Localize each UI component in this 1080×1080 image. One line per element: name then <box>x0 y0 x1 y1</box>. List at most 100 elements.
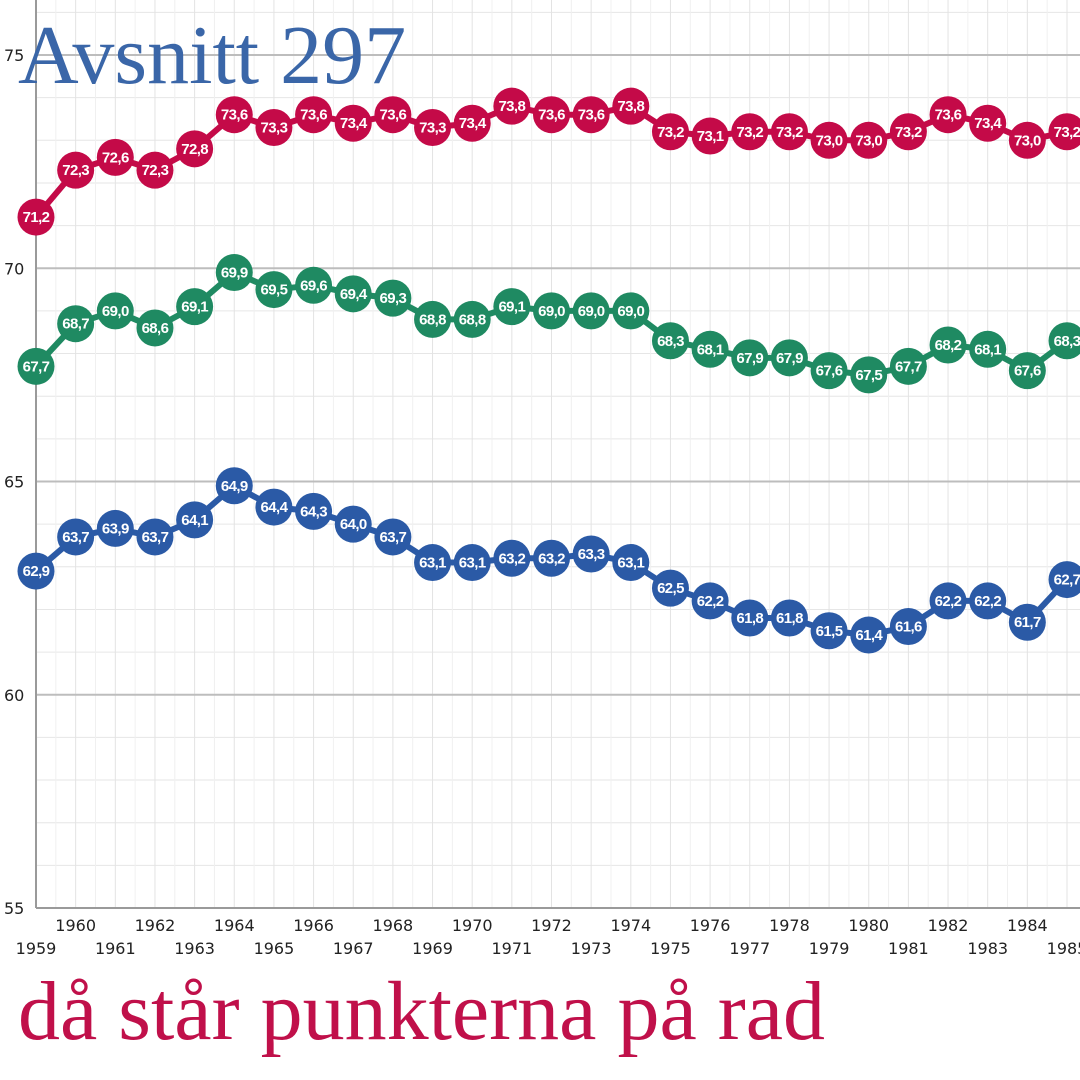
axes <box>35 0 1080 909</box>
data-point <box>770 339 808 377</box>
x-tick-label: 1959 <box>16 939 57 958</box>
data-label: 61,5 <box>816 623 843 640</box>
data-point <box>810 352 848 390</box>
data-label: 64,1 <box>181 512 208 529</box>
data-label: 73,2 <box>895 124 922 141</box>
data-point <box>969 582 1007 620</box>
data-label: 61,6 <box>895 619 922 636</box>
data-label: 68,6 <box>142 320 169 337</box>
data-label: 67,5 <box>855 367 882 384</box>
data-point <box>96 509 134 547</box>
data-label: 73,2 <box>657 124 684 141</box>
data-label: 72,3 <box>62 162 89 179</box>
data-point <box>453 544 491 582</box>
data-label: 72,8 <box>181 141 208 158</box>
data-point <box>929 326 967 364</box>
data-label: 63,2 <box>498 550 525 567</box>
data-label: 73,3 <box>419 120 446 137</box>
data-label: 73,8 <box>617 98 644 115</box>
overlay-title: Avsnitt 297 <box>18 9 407 102</box>
data-label: 61,8 <box>776 610 803 627</box>
data-label: 64,4 <box>261 499 289 516</box>
data-point <box>136 309 174 347</box>
data-label: 73,0 <box>1014 132 1041 149</box>
x-tick-label: 1962 <box>135 916 176 935</box>
data-label: 73,2 <box>776 124 803 141</box>
data-point <box>1008 352 1046 390</box>
data-point <box>57 518 95 556</box>
data-point <box>255 488 293 526</box>
data-label: 73,3 <box>261 120 288 137</box>
data-point <box>612 87 650 125</box>
data-point <box>493 87 531 125</box>
data-label: 73,4 <box>459 115 487 132</box>
x-tick-label: 1963 <box>174 939 215 958</box>
data-label: 73,0 <box>855 132 882 149</box>
data-label: 68,7 <box>62 316 89 333</box>
data-point <box>295 96 333 134</box>
data-point <box>453 300 491 338</box>
x-tick-label: 1976 <box>690 916 731 935</box>
data-label: 63,1 <box>617 555 644 572</box>
x-tick-label: 1966 <box>293 916 334 935</box>
data-point <box>17 198 55 236</box>
data-point <box>691 330 729 368</box>
x-tick-label: 1960 <box>55 916 96 935</box>
x-tick-label: 1977 <box>729 939 770 958</box>
data-label: 67,7 <box>895 358 922 375</box>
data-label: 69,0 <box>617 303 644 320</box>
data-label: 73,8 <box>498 98 525 115</box>
data-label: 61,7 <box>1014 614 1041 631</box>
x-tick-label: 1978 <box>769 916 810 935</box>
data-point <box>136 518 174 556</box>
data-label: 64,9 <box>221 478 248 495</box>
data-label: 67,9 <box>736 350 763 367</box>
data-label: 68,1 <box>974 341 1001 358</box>
data-label: 73,6 <box>578 107 605 124</box>
x-tick-label: 1975 <box>650 939 691 958</box>
data-label: 62,2 <box>974 593 1001 610</box>
data-label: 69,1 <box>498 299 525 316</box>
data-label: 73,6 <box>221 107 248 124</box>
x-axis-ticks: 1959 1960 1961 1962 1963 1964 1965 1966 1967 1968… <box>16 916 1080 958</box>
data-point <box>374 279 412 317</box>
data-point <box>612 292 650 330</box>
data-point <box>810 612 848 650</box>
data-label: 67,6 <box>1014 363 1041 380</box>
data-point <box>414 300 452 338</box>
x-tick-label: 1972 <box>531 916 572 935</box>
data-point <box>969 104 1007 142</box>
series-2: 62,9 63,7 63,9 63,7 64,1 64,9 64,4 64,3 64,0 63,7… <box>17 467 1080 654</box>
data-label: 73,4 <box>974 115 1002 132</box>
data-point <box>334 104 372 142</box>
data-label: 68,1 <box>697 341 724 358</box>
data-label: 73,6 <box>538 107 565 124</box>
x-tick-label: 1964 <box>214 916 255 935</box>
data-point <box>255 271 293 309</box>
x-tick-label: 1984 <box>1007 916 1048 935</box>
data-point <box>572 292 610 330</box>
data-point <box>850 121 888 159</box>
data-label: 69,3 <box>379 290 406 307</box>
data-label: 73,6 <box>935 107 962 124</box>
data-point <box>572 96 610 134</box>
data-point <box>295 266 333 304</box>
data-point <box>810 121 848 159</box>
data-label: 63,7 <box>379 529 406 546</box>
y-tick-label: 70 <box>4 259 24 278</box>
data-point <box>17 347 55 385</box>
data-point <box>176 501 214 539</box>
data-point <box>493 539 531 577</box>
data-point <box>731 339 769 377</box>
series-1: 67,7 68,7 69,0 68,6 69,1 69,9 69,5 69,6 69,4 69,3… <box>17 254 1080 394</box>
data-point <box>533 96 570 134</box>
series-group: 71,2 72,3 72,6 72,3 72,8 73,6 73,3 73,6 73,4 73,6… <box>17 87 1080 654</box>
x-tick-label: 1965 <box>254 939 295 958</box>
x-tick-label: 1980 <box>848 916 889 935</box>
data-point <box>850 616 888 654</box>
y-axis-ticks: 55 60 65 70 75 <box>4 46 24 918</box>
data-point <box>929 582 967 620</box>
data-point <box>770 599 808 637</box>
data-point <box>57 151 95 189</box>
